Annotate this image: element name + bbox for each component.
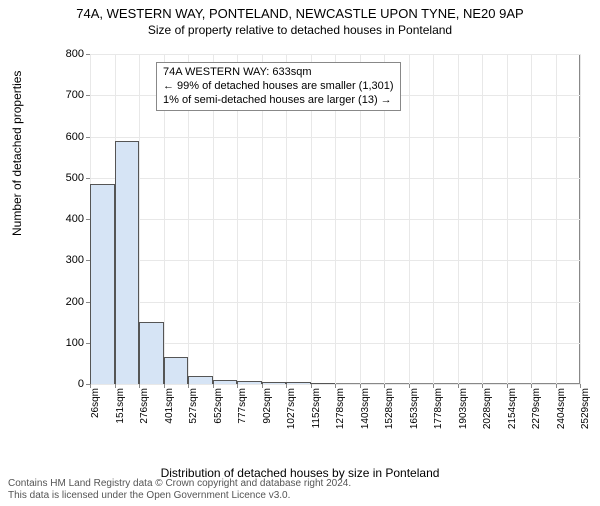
histogram-bar — [90, 184, 115, 384]
histogram-bar — [139, 322, 164, 384]
y-tick-label: 200 — [66, 296, 84, 308]
histogram-bar — [262, 382, 287, 384]
x-tick-label: 1403sqm — [360, 388, 371, 429]
x-tick-label: 2404sqm — [556, 388, 567, 429]
grid-line-v — [482, 54, 483, 384]
histogram-bar — [286, 382, 311, 384]
histogram-bar — [164, 357, 189, 384]
x-tick-label: 26sqm — [90, 388, 101, 418]
info-box-line3: 1% of semi-detached houses are larger (1… — [163, 94, 394, 108]
y-tick-label: 800 — [66, 48, 84, 60]
info-box-line1: 74A WESTERN WAY: 633sqm — [163, 66, 394, 80]
x-tick-label: 1278sqm — [335, 388, 346, 429]
x-tick-label: 652sqm — [213, 388, 224, 424]
histogram-bar — [237, 381, 262, 384]
info-box: 74A WESTERN WAY: 633sqm ← 99% of detache… — [156, 62, 401, 111]
y-axis-label: Number of detached properties — [10, 71, 24, 236]
grid-line-v — [556, 54, 557, 384]
x-tick-label: 1778sqm — [433, 388, 444, 429]
y-tick-label: 400 — [66, 213, 84, 225]
x-tick-label: 1528sqm — [384, 388, 395, 429]
x-tick-label: 2028sqm — [482, 388, 493, 429]
x-tick-label: 1653sqm — [409, 388, 420, 429]
chart-title: 74A, WESTERN WAY, PONTELAND, NEWCASTLE U… — [0, 6, 600, 21]
chart-outer: 74A WESTERN WAY: 633sqm ← 99% of detache… — [60, 54, 580, 434]
x-tick-label: 1903sqm — [458, 388, 469, 429]
x-tick-label: 1027sqm — [286, 388, 297, 429]
x-tick-label: 527sqm — [188, 388, 199, 424]
x-tick-label: 777sqm — [237, 388, 248, 424]
chart-container: 74A, WESTERN WAY, PONTELAND, NEWCASTLE U… — [0, 6, 600, 506]
y-tick-label: 300 — [66, 254, 84, 266]
y-tick-label: 700 — [66, 89, 84, 101]
grid-line-v — [409, 54, 410, 384]
x-tick-label: 151sqm — [115, 388, 126, 424]
info-box-line2: ← 99% of detached houses are smaller (1,… — [163, 80, 394, 94]
histogram-bar — [188, 376, 213, 384]
y-tick-label: 100 — [66, 337, 84, 349]
grid-line-v — [458, 54, 459, 384]
histogram-bar — [115, 141, 140, 384]
y-tick-label: 500 — [66, 172, 84, 184]
y-tick-label: 0 — [78, 378, 84, 390]
grid-line-v — [433, 54, 434, 384]
x-tick-label: 2154sqm — [507, 388, 518, 429]
x-tick-label: 1152sqm — [311, 388, 322, 428]
footer-line2: This data is licensed under the Open Gov… — [8, 490, 351, 502]
grid-line-v — [507, 54, 508, 384]
grid-line-v — [580, 54, 581, 384]
x-tick-label: 276sqm — [139, 388, 150, 424]
x-tick-label: 902sqm — [262, 388, 273, 424]
footer-line1: Contains HM Land Registry data © Crown c… — [8, 478, 351, 490]
y-tick-label: 600 — [66, 131, 84, 143]
x-tick-label: 401sqm — [164, 388, 175, 424]
footer: Contains HM Land Registry data © Crown c… — [8, 478, 351, 502]
histogram-bar — [213, 380, 238, 384]
x-tick-label: 2279sqm — [531, 388, 542, 429]
x-tick-label: 2529sqm — [580, 388, 591, 429]
plot-area: 74A WESTERN WAY: 633sqm ← 99% of detache… — [90, 54, 580, 384]
chart-subtitle: Size of property relative to detached ho… — [0, 23, 600, 37]
grid-line-v — [531, 54, 532, 384]
histogram-bar — [311, 383, 336, 384]
